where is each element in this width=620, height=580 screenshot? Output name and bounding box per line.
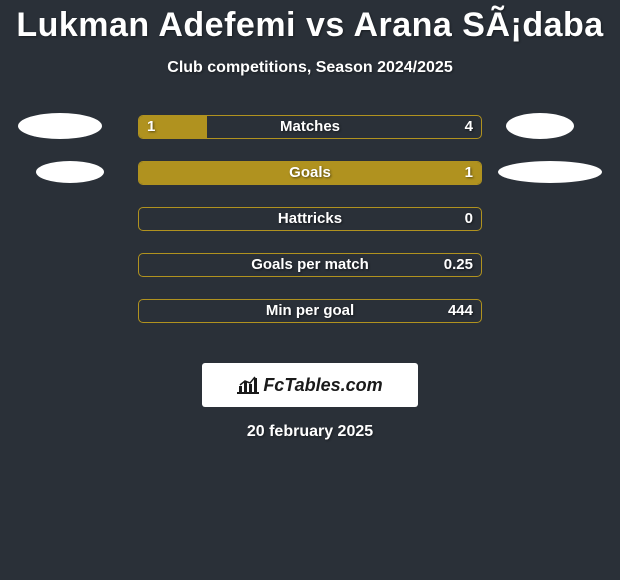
- club-badge-right: [498, 161, 602, 183]
- page-title: Lukman Adefemi vs Arana SÃ¡daba: [0, 0, 620, 45]
- club-badge-left: [18, 113, 102, 139]
- bar-chart-icon: [237, 376, 259, 394]
- stat-row: Min per goal 444: [0, 299, 620, 345]
- stat-row: Goals per match 0.25: [0, 253, 620, 299]
- club-badge-left: [36, 161, 104, 183]
- stat-row: Hattricks 0: [0, 207, 620, 253]
- stat-bar-min-per-goal: Min per goal 444: [138, 299, 482, 323]
- page-subtitle: Club competitions, Season 2024/2025: [0, 59, 620, 77]
- stat-bar-matches: 1 Matches 4: [138, 115, 482, 139]
- stat-right-value: 444: [448, 302, 473, 319]
- stat-row: Goals 1: [0, 161, 620, 207]
- logo: FcTables.com: [237, 375, 382, 396]
- club-badge-right: [506, 113, 574, 139]
- stat-bar-goals: Goals 1: [138, 161, 482, 185]
- logo-box: FcTables.com: [202, 363, 418, 407]
- stat-row: 1 Matches 4: [0, 115, 620, 161]
- date-text: 20 february 2025: [0, 423, 620, 441]
- bar-fill-left: [139, 116, 207, 138]
- stat-right-value: 0: [465, 210, 473, 227]
- stat-label: Min per goal: [139, 302, 481, 319]
- stat-bar-hattricks: Hattricks 0: [138, 207, 482, 231]
- stat-right-value: 0.25: [444, 256, 473, 273]
- stat-bar-goals-per-match: Goals per match 0.25: [138, 253, 482, 277]
- stat-right-value: 4: [465, 118, 473, 135]
- logo-text: FcTables.com: [263, 375, 382, 396]
- stats-chart: 1 Matches 4 Goals 1 Hattricks 0 Goals pe…: [0, 115, 620, 345]
- bar-fill-full: [139, 162, 481, 184]
- stat-label: Hattricks: [139, 210, 481, 227]
- stat-label: Goals per match: [139, 256, 481, 273]
